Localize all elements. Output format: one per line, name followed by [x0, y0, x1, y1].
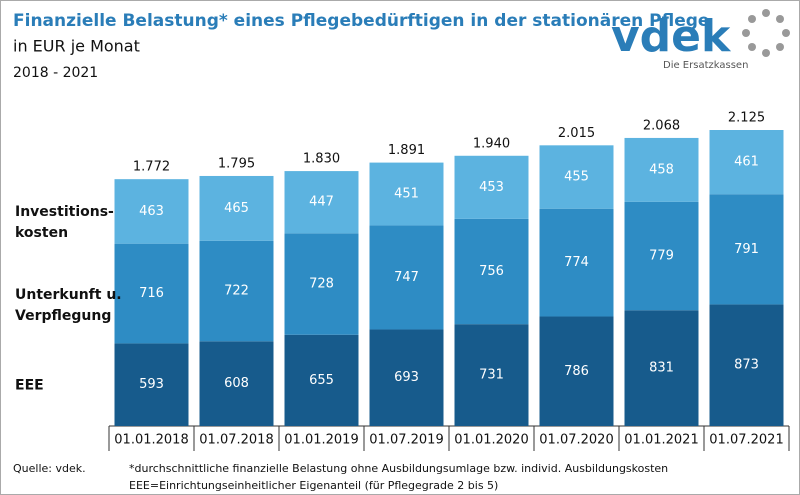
bar-segment — [454, 218, 529, 325]
x-tick-label: 01.07.2021 — [709, 433, 783, 448]
legend-label: Investitions- kosten — [15, 204, 114, 241]
bar-segment — [284, 334, 359, 426]
value-label: 786 — [564, 364, 589, 379]
value-label: 747 — [394, 270, 419, 285]
value-label: 453 — [479, 180, 504, 195]
bar-segment — [709, 130, 784, 195]
chart-title: Finanzielle Belastung* eines Pflegebedür… — [13, 11, 709, 31]
x-tick-label: 01.07.2019 — [369, 433, 443, 448]
bar-segment — [284, 171, 359, 234]
value-label: 458 — [649, 162, 674, 177]
value-label: 791 — [734, 242, 759, 257]
legend-label: Unterkunft u. Verpflegung — [15, 287, 122, 324]
bar-segment — [454, 324, 529, 426]
total-label: 1.940 — [473, 136, 510, 151]
total-label: 1.772 — [133, 160, 170, 175]
value-label: 756 — [479, 264, 504, 279]
value-label: 465 — [224, 201, 249, 216]
value-label: 461 — [734, 155, 759, 170]
value-label: 693 — [394, 370, 419, 385]
footnote: *durchschnittliche finanzielle Belastung… — [129, 462, 668, 475]
bar-segment — [114, 243, 189, 344]
value-label: 731 — [479, 368, 504, 383]
bar-segment — [539, 145, 614, 209]
value-label: 774 — [564, 255, 589, 270]
bar-segment — [624, 137, 699, 202]
x-tick-label: 01.01.2018 — [114, 433, 188, 448]
total-label: 2.068 — [643, 118, 680, 133]
bar-segment — [369, 162, 444, 226]
logo-text: vdek — [611, 11, 732, 62]
value-label: 831 — [649, 361, 674, 376]
total-label: 1.830 — [303, 152, 340, 167]
value-label: 716 — [139, 286, 164, 301]
value-label: 451 — [394, 187, 419, 202]
x-tick-label: 01.01.2020 — [454, 433, 528, 448]
chart-period: 2018 - 2021 — [13, 65, 98, 81]
value-label: 608 — [224, 376, 249, 391]
value-label: 873 — [734, 358, 759, 373]
bar-segment — [114, 343, 189, 426]
value-label: 593 — [139, 377, 164, 392]
bar-segment — [709, 194, 784, 305]
legend-label: EEE — [15, 377, 44, 394]
value-label: 455 — [564, 170, 589, 185]
total-label: 2.015 — [558, 126, 595, 141]
value-label: 447 — [309, 195, 334, 210]
bar-segment — [539, 316, 614, 426]
bar-segment — [199, 175, 274, 241]
source: Quelle: vdek. — [13, 462, 86, 475]
value-label: 722 — [224, 284, 249, 299]
x-tick-label: 01.01.2021 — [624, 433, 698, 448]
value-label: 655 — [309, 373, 334, 388]
bar-segment — [454, 155, 529, 219]
bar-segment — [539, 208, 614, 317]
bar-segment — [369, 225, 444, 330]
logo-ring — [742, 9, 790, 57]
bar-segment — [709, 304, 784, 426]
bar-segment — [369, 329, 444, 426]
bar-segment — [114, 179, 189, 244]
bar-segment — [199, 240, 274, 342]
bar-segment — [624, 310, 699, 426]
total-label: 1.891 — [388, 143, 425, 158]
footnote: EEE=Einrichtungseinheitlicher Eigenantei… — [129, 479, 498, 492]
total-label: 2.125 — [728, 111, 765, 126]
value-label: 463 — [139, 204, 164, 219]
x-tick-label: 01.01.2019 — [284, 433, 358, 448]
value-label: 728 — [309, 277, 334, 292]
x-tick-label: 01.07.2018 — [199, 433, 273, 448]
logo-tagline: Die Ersatzkassen — [663, 60, 748, 71]
bar-segment — [624, 201, 699, 311]
bar-segment — [284, 233, 359, 335]
total-label: 1.795 — [218, 156, 255, 171]
bar-segment — [199, 341, 274, 426]
chart-subtitle: in EUR je Monat — [13, 37, 140, 56]
value-label: 779 — [649, 248, 674, 263]
x-tick-label: 01.07.2020 — [539, 433, 613, 448]
